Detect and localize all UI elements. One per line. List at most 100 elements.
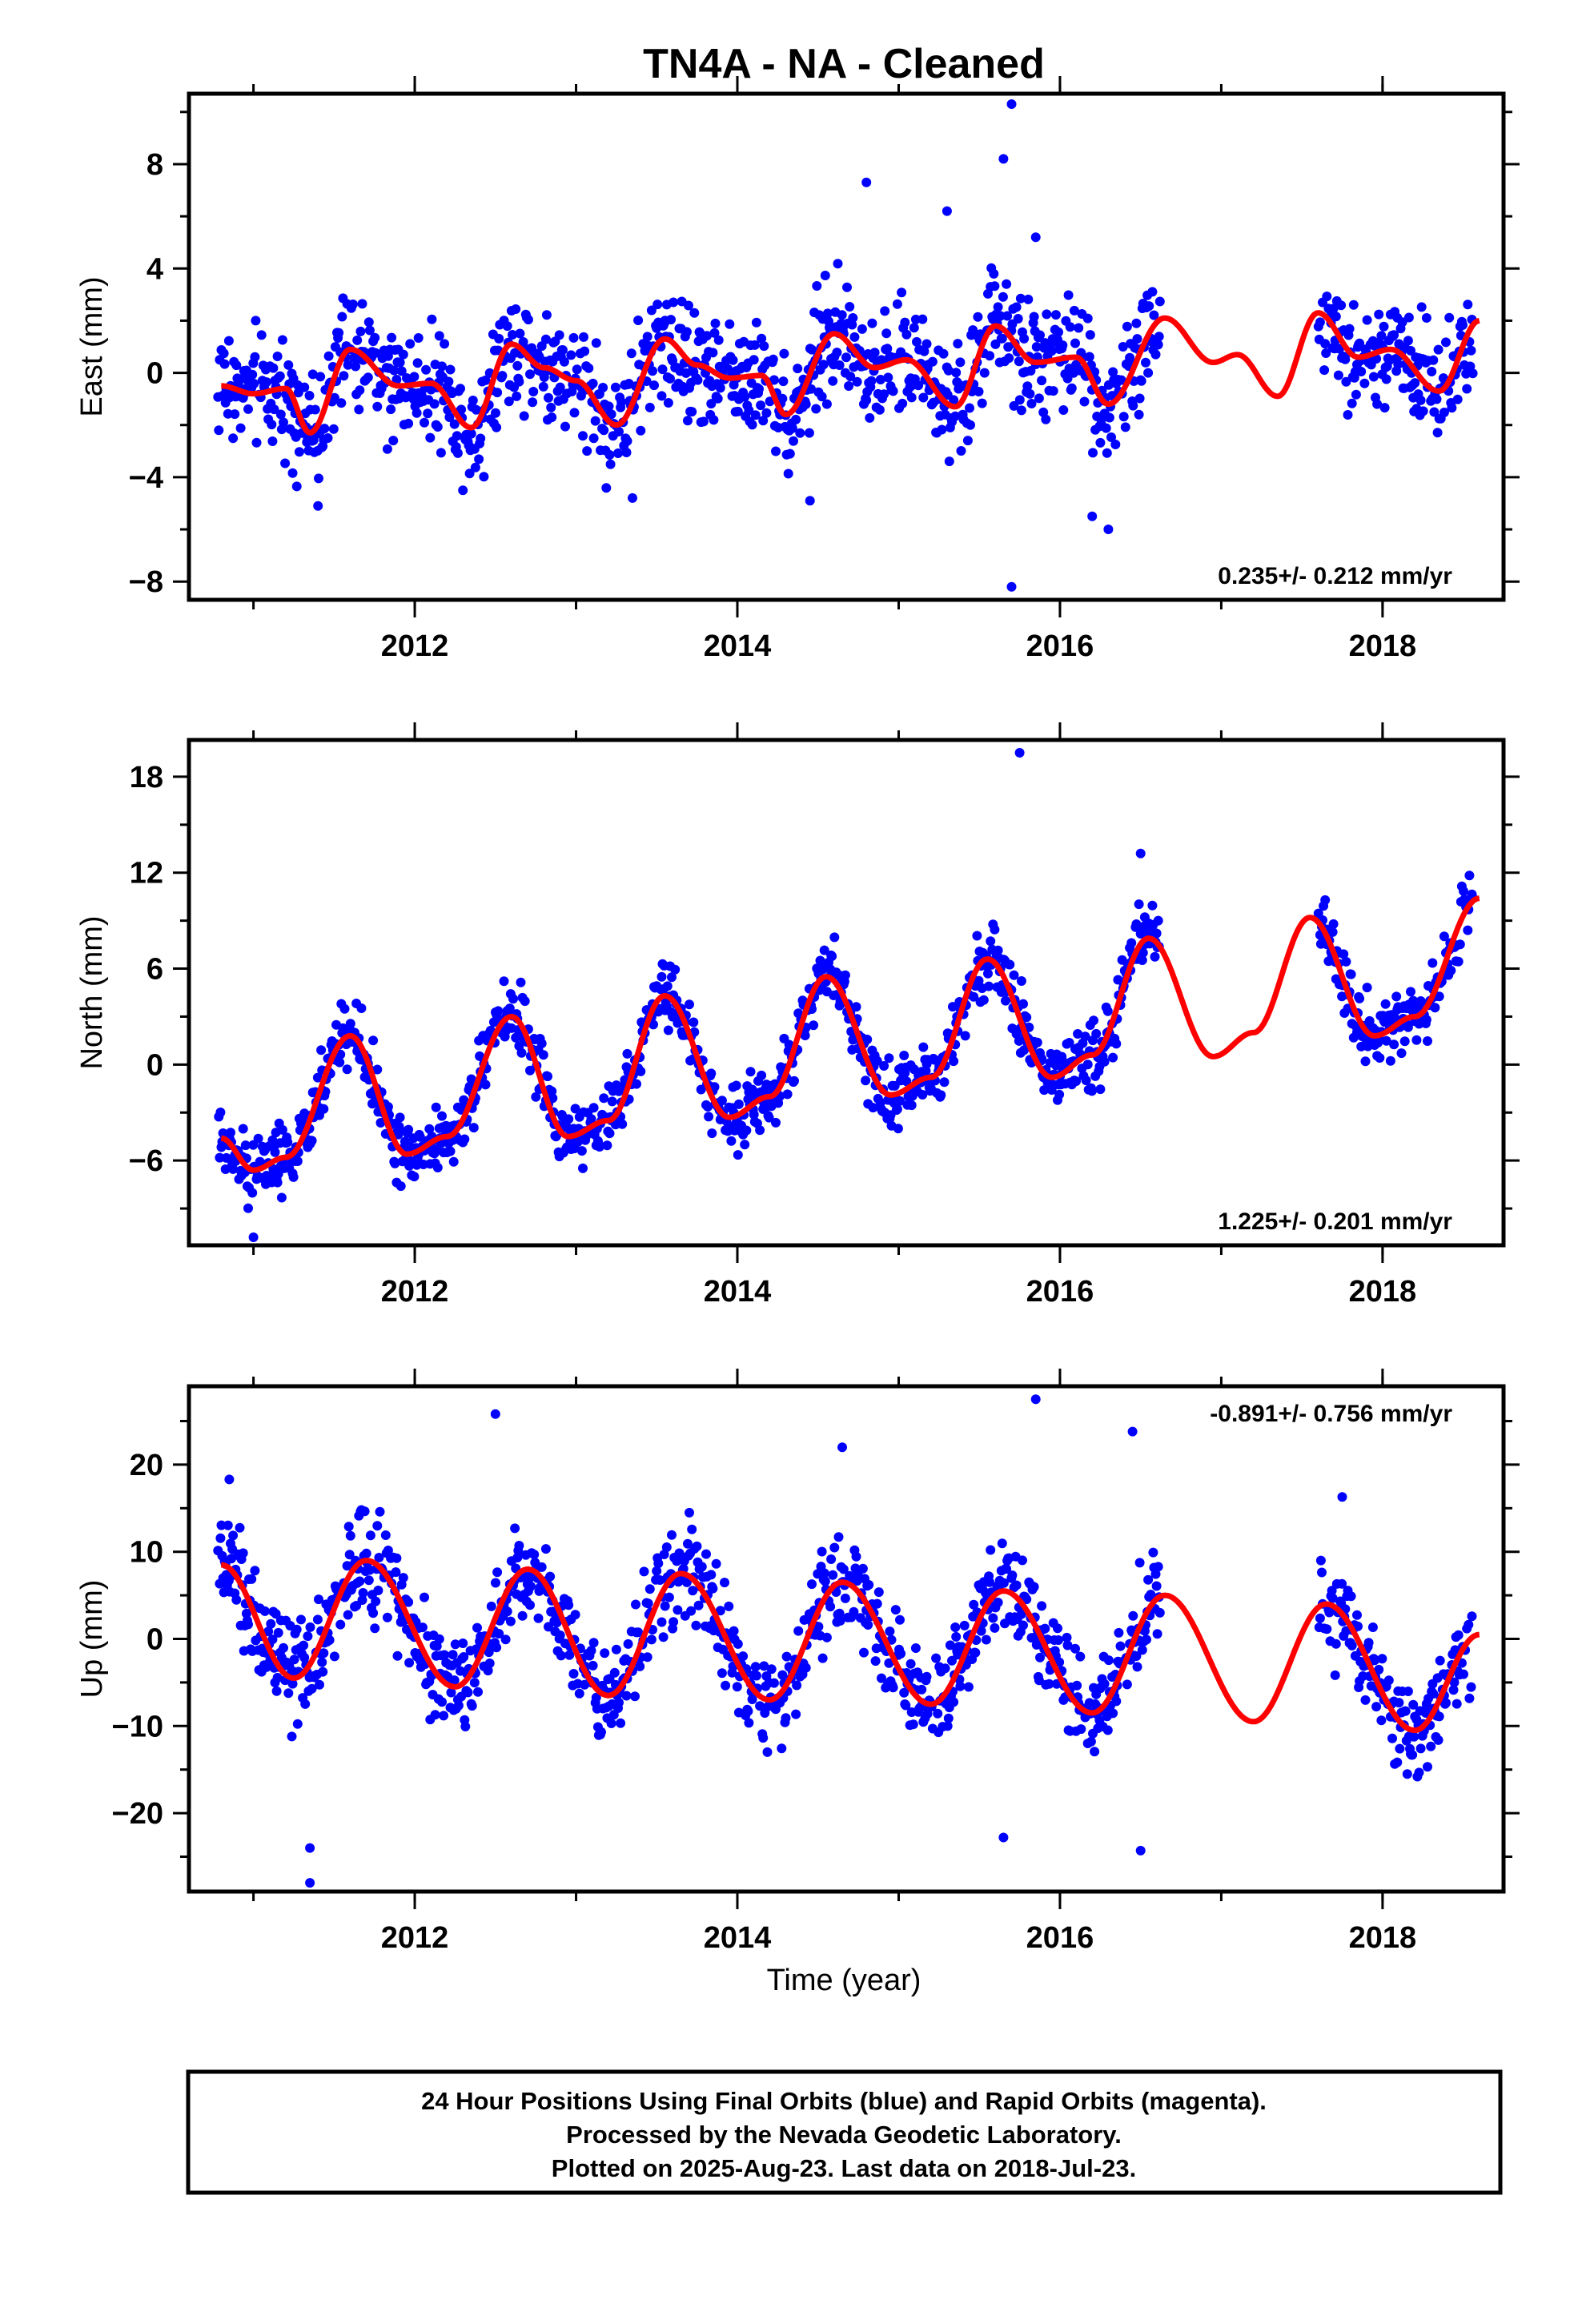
- data-point: [1392, 1757, 1403, 1767]
- data-point: [689, 308, 700, 318]
- data-point: [951, 368, 962, 378]
- data-point: [817, 392, 827, 402]
- data-point: [238, 1548, 248, 1558]
- data-point: [363, 372, 373, 383]
- data-point: [609, 1667, 620, 1678]
- data-point: [687, 407, 697, 417]
- data-point: [351, 361, 361, 372]
- data-point: [1406, 987, 1415, 997]
- data-point: [283, 1137, 293, 1148]
- data-point: [312, 1614, 323, 1625]
- data-point: [1389, 330, 1399, 340]
- data-point: [243, 1619, 253, 1630]
- data-point: [247, 1574, 257, 1584]
- data-point: [857, 324, 867, 334]
- data-point: [502, 321, 512, 332]
- outlier-point: [1103, 525, 1114, 534]
- x-axis-title: Time (year): [767, 1964, 921, 1997]
- data-point: [423, 408, 433, 419]
- data-point: [1372, 399, 1383, 409]
- data-point: [733, 1150, 743, 1160]
- data-point: [1416, 302, 1427, 312]
- data-point: [1466, 345, 1476, 356]
- data-point: [791, 1709, 801, 1719]
- data-point: [1362, 983, 1372, 993]
- data-point: [833, 1532, 844, 1542]
- data-point: [1084, 352, 1094, 362]
- data-point: [525, 369, 535, 380]
- data-point: [1428, 1689, 1439, 1699]
- data-point: [283, 360, 294, 370]
- data-point: [357, 1595, 367, 1605]
- data-point: [1403, 312, 1414, 323]
- data-point: [622, 1048, 632, 1059]
- data-point: [1393, 359, 1403, 369]
- data-point: [631, 1599, 640, 1610]
- data-point: [559, 356, 569, 367]
- data-point: [806, 384, 816, 394]
- data-point: [339, 371, 349, 381]
- data-point: [520, 996, 530, 1007]
- data-point: [373, 1586, 383, 1595]
- data-point: [228, 1164, 239, 1174]
- data-point: [319, 1648, 329, 1659]
- data-point: [666, 315, 676, 325]
- plot-area: [213, 99, 1480, 592]
- data-point: [605, 459, 616, 469]
- data-point: [335, 1049, 346, 1059]
- data-point: [782, 1089, 793, 1100]
- x-tick-label: 2014: [704, 1275, 772, 1309]
- velocity-rate-label: -0.891+/- 0.756 mm/yr: [1210, 1401, 1452, 1427]
- data-point: [789, 1076, 799, 1086]
- data-point: [1111, 1696, 1122, 1707]
- data-point: [1150, 349, 1161, 360]
- data-point: [439, 1711, 449, 1721]
- data-point: [1362, 315, 1372, 325]
- data-point: [1355, 338, 1365, 348]
- data-point: [588, 1638, 599, 1648]
- data-point: [870, 1656, 881, 1667]
- data-point: [1141, 357, 1150, 368]
- model-fit-curve: [220, 895, 1480, 1173]
- data-point: [834, 360, 845, 370]
- data-point: [512, 391, 522, 401]
- data-point: [890, 1605, 901, 1615]
- data-point: [893, 1124, 903, 1134]
- data-point: [917, 314, 928, 324]
- data-point: [555, 382, 565, 392]
- outlier-point: [1337, 1492, 1347, 1502]
- data-point: [656, 971, 667, 982]
- data-point: [231, 360, 242, 371]
- data-point: [738, 1651, 749, 1662]
- data-point: [279, 417, 288, 428]
- data-point: [425, 432, 436, 443]
- data-point: [303, 1631, 313, 1642]
- outlier-point: [224, 1474, 235, 1485]
- data-point: [832, 348, 842, 358]
- data-point: [1363, 1638, 1374, 1648]
- data-point: [744, 405, 754, 416]
- data-point: [939, 1077, 950, 1088]
- model-fit-curve: [220, 310, 1480, 436]
- data-point: [1464, 870, 1475, 881]
- data-point: [667, 972, 677, 983]
- data-point: [363, 1575, 374, 1586]
- data-point: [1050, 310, 1061, 320]
- data-point: [476, 433, 486, 444]
- data-point: [683, 416, 693, 426]
- data-point: [546, 402, 556, 412]
- data-point: [1341, 956, 1351, 967]
- data-point: [662, 981, 673, 991]
- data-point: [1065, 322, 1075, 332]
- data-point: [852, 376, 862, 387]
- up-panel: 2012 2014 2016 2018 −20 −10 0 10 20 Up (mm) -0.891…: [75, 1369, 1520, 1955]
- data-point: [884, 1053, 894, 1063]
- data-point: [1131, 919, 1142, 929]
- data-point: [840, 1593, 850, 1603]
- data-point: [673, 1605, 683, 1615]
- data-point: [789, 436, 798, 446]
- data-point: [1351, 389, 1361, 400]
- data-point: [409, 1172, 420, 1182]
- data-point: [787, 423, 797, 433]
- data-point: [990, 1622, 1000, 1633]
